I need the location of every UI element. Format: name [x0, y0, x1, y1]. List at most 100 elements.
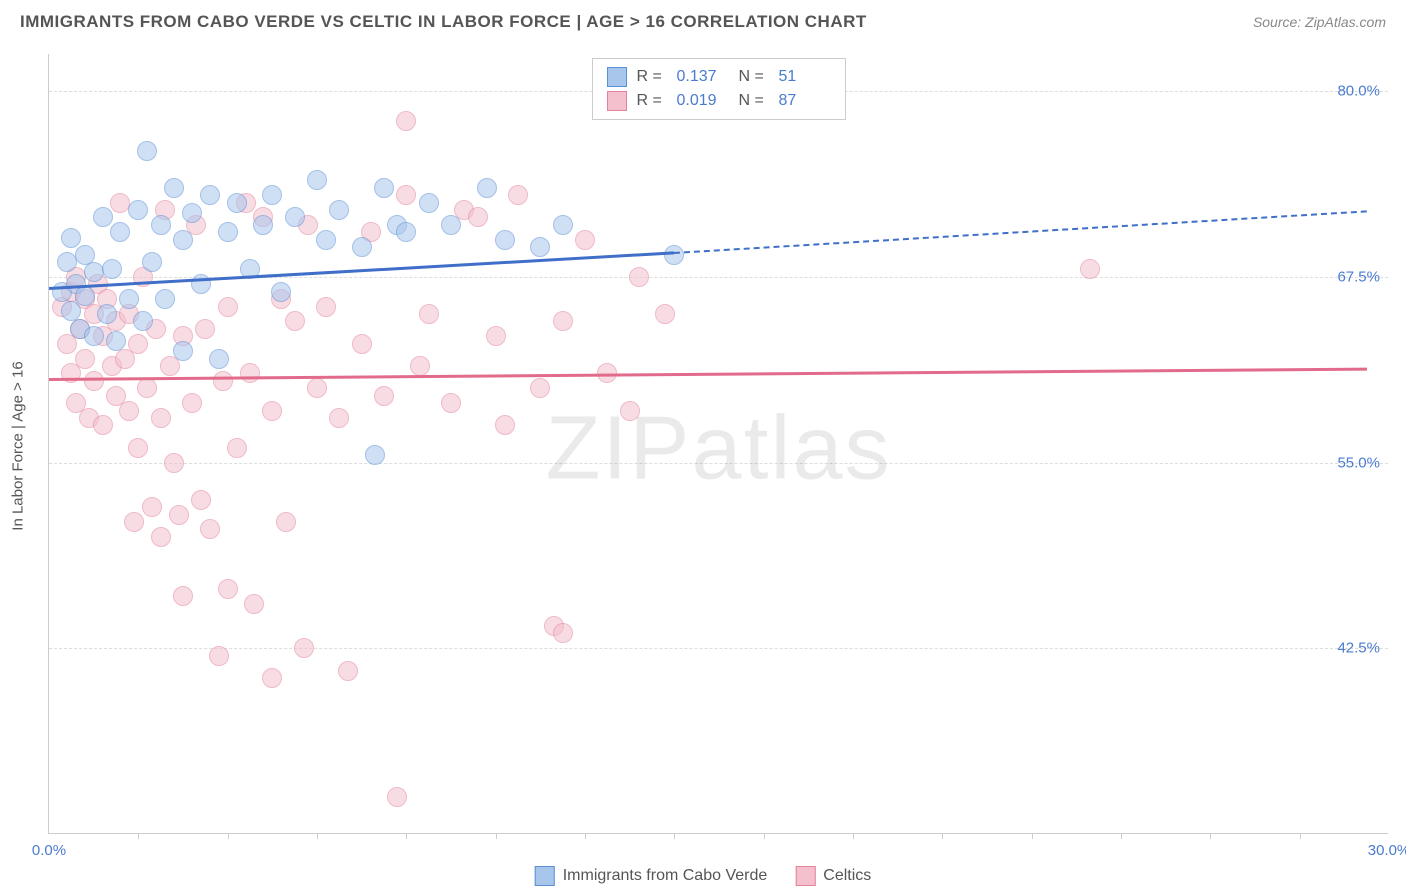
data-point [227, 193, 247, 213]
x-tick-mark [853, 833, 854, 839]
data-point [262, 668, 282, 688]
data-point [1080, 259, 1100, 279]
trend-line [674, 210, 1366, 254]
data-point [329, 200, 349, 220]
data-point [218, 222, 238, 242]
data-point [410, 356, 430, 376]
data-point [294, 638, 314, 658]
data-point [151, 408, 171, 428]
data-point [84, 262, 104, 282]
legend-n-value: 51 [779, 68, 831, 86]
data-point [191, 490, 211, 510]
data-point [374, 178, 394, 198]
legend-row: R =0.137N =51 [607, 65, 831, 89]
data-point [244, 594, 264, 614]
correlation-legend: R =0.137N =51R =0.019N =87 [592, 58, 846, 120]
legend-swatch [607, 67, 627, 87]
data-point [218, 579, 238, 599]
data-point [119, 289, 139, 309]
data-point [441, 393, 461, 413]
data-point [173, 230, 193, 250]
legend-item: Immigrants from Cabo Verde [535, 866, 768, 886]
x-tick-mark [1032, 833, 1033, 839]
data-point [316, 230, 336, 250]
x-tick-mark [942, 833, 943, 839]
data-point [262, 401, 282, 421]
legend-swatch [535, 866, 555, 886]
data-point [93, 207, 113, 227]
x-tick-mark [1121, 833, 1122, 839]
data-point [271, 282, 291, 302]
data-point [209, 646, 229, 666]
legend-r-label: R = [637, 68, 667, 86]
data-point [530, 237, 550, 257]
data-point [164, 178, 184, 198]
data-point [468, 207, 488, 227]
legend-n-label: N = [739, 68, 769, 86]
data-point [276, 512, 296, 532]
data-point [477, 178, 497, 198]
x-tick-label: 30.0% [1368, 842, 1406, 859]
data-point [396, 111, 416, 131]
data-point [262, 185, 282, 205]
data-point [213, 371, 233, 391]
data-point [307, 378, 327, 398]
data-point [128, 200, 148, 220]
data-point [119, 401, 139, 421]
data-point [419, 304, 439, 324]
data-point [253, 215, 273, 235]
gridline [49, 648, 1388, 649]
legend-r-label: R = [637, 92, 667, 110]
watermark-bold: ZIP [545, 398, 691, 498]
data-point [84, 326, 104, 346]
legend-n-value: 87 [779, 92, 831, 110]
data-point [495, 230, 515, 250]
data-point [128, 334, 148, 354]
data-point [182, 393, 202, 413]
data-point [173, 586, 193, 606]
data-point [396, 222, 416, 242]
series-legend: Immigrants from Cabo Verde Celtics [535, 866, 872, 886]
data-point [102, 259, 122, 279]
data-point [106, 331, 126, 351]
data-point [553, 623, 573, 643]
data-point [629, 267, 649, 287]
data-point [396, 185, 416, 205]
data-point [285, 207, 305, 227]
data-point [575, 230, 595, 250]
x-tick-label: 0.0% [32, 842, 66, 859]
data-point [285, 311, 305, 331]
data-point [128, 438, 148, 458]
data-point [387, 787, 407, 807]
y-tick-label: 55.0% [1337, 454, 1380, 471]
y-tick-label: 67.5% [1337, 268, 1380, 285]
data-point [155, 289, 175, 309]
data-point [75, 349, 95, 369]
data-point [365, 445, 385, 465]
data-point [227, 438, 247, 458]
legend-item: Celtics [795, 866, 871, 886]
data-point [655, 304, 675, 324]
data-point [142, 252, 162, 272]
y-tick-label: 42.5% [1337, 640, 1380, 657]
data-point [352, 334, 372, 354]
data-point [169, 505, 189, 525]
data-point [508, 185, 528, 205]
data-point [93, 415, 113, 435]
data-point [329, 408, 349, 428]
scatter-chart: ZIPatlas R =0.137N =51R =0.019N =87 42.5… [48, 54, 1388, 834]
legend-row: R =0.019N =87 [607, 89, 831, 113]
legend-series-name: Celtics [823, 867, 871, 885]
data-point [200, 519, 220, 539]
data-point [200, 185, 220, 205]
x-tick-mark [228, 833, 229, 839]
data-point [338, 661, 358, 681]
data-point [553, 311, 573, 331]
data-point [209, 349, 229, 369]
data-point [124, 512, 144, 532]
legend-r-value: 0.019 [677, 92, 729, 110]
x-tick-mark [1210, 833, 1211, 839]
gridline [49, 463, 1388, 464]
data-point [374, 386, 394, 406]
data-point [173, 341, 193, 361]
